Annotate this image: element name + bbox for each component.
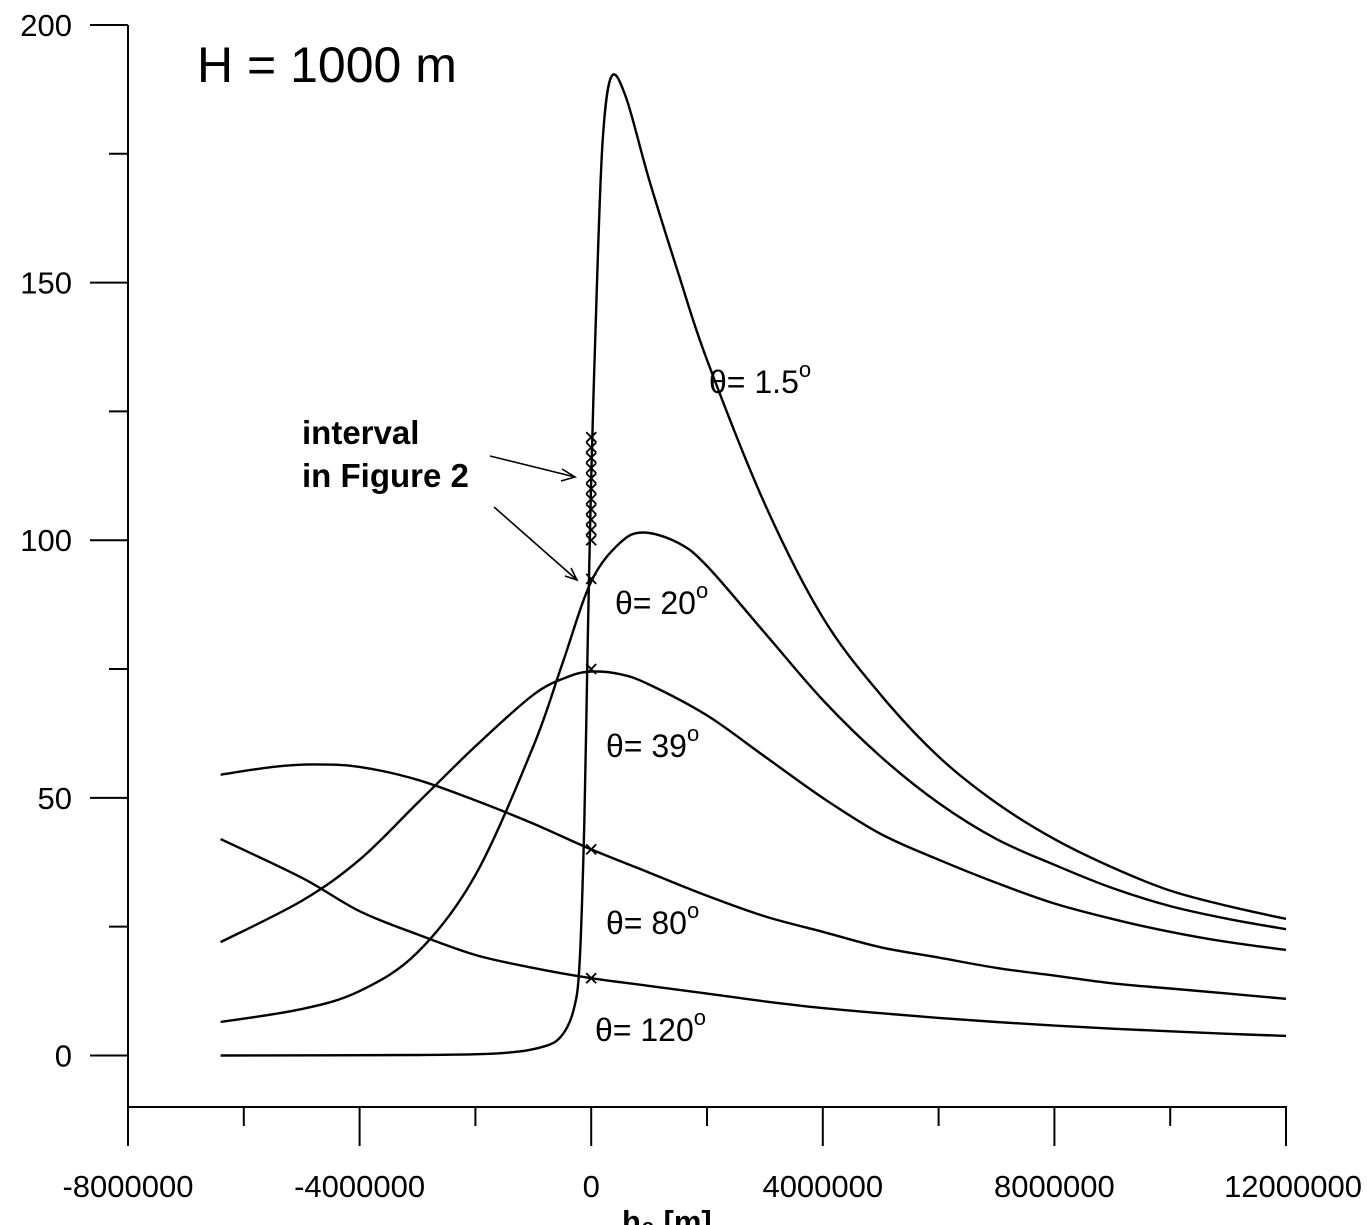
x-tick-label: -4000000 [294, 1169, 425, 1204]
x-marker-stroke [585, 441, 597, 454]
curve-labels: θ= 1.5o θ= 20o θ= 39o θ= 80o θ= 120o [595, 357, 811, 1048]
arrow-to-crossing [493, 506, 578, 581]
x-marker-stroke [585, 972, 597, 984]
y-tick-label: 200 [20, 8, 72, 43]
arrow-head-2 [564, 567, 579, 582]
x-marker [585, 534, 597, 546]
annotation-line-2: in Figure 2 [302, 457, 469, 494]
x-marker-stroke [585, 663, 597, 675]
x-marker [585, 573, 597, 585]
label-theta-20-text: θ= 20 [615, 585, 696, 621]
interval-annotation: interval in Figure 2 [302, 414, 579, 582]
y-tick-label: 150 [20, 266, 72, 301]
x-tick-label: 8000000 [994, 1169, 1115, 1204]
degree-mark: o [687, 898, 699, 923]
x-marker [585, 472, 597, 485]
x-tick-label: 12000000 [1224, 1169, 1362, 1204]
label-theta-120-text: θ= 120 [595, 1012, 694, 1048]
x-marker-stroke [585, 431, 597, 443]
x-marker [585, 972, 597, 984]
x-tick-label: 0 [583, 1169, 600, 1204]
x-axis-label: h₀ [m] [622, 1204, 712, 1225]
x-marker-stroke [585, 452, 597, 464]
label-theta-80-text: θ= 80 [606, 905, 687, 941]
y-tick-label: 50 [38, 781, 72, 816]
x-marker-stroke [585, 843, 597, 856]
crossing-markers [585, 431, 597, 984]
x-marker [585, 441, 597, 454]
label-theta-1.5: θ= 1.5o [709, 357, 811, 400]
degree-mark: o [694, 1005, 706, 1030]
x-marker-stroke [585, 462, 597, 474]
x-marker-stroke [585, 524, 597, 536]
x-marker-stroke [585, 503, 597, 515]
label-theta-20: θ= 20o [615, 578, 708, 621]
series-line-0 [220, 73, 1287, 1057]
degree-mark: o [696, 578, 708, 603]
arrow-to-interval [489, 455, 576, 478]
x-marker-stroke [585, 513, 597, 526]
x-marker [585, 524, 597, 536]
chart-title: H = 1000 m [197, 37, 457, 93]
x-marker [585, 462, 597, 474]
x-tick-label: -8000000 [62, 1169, 193, 1204]
x-marker [585, 513, 597, 526]
label-theta-80: θ= 80o [606, 898, 699, 941]
x-marker [585, 483, 597, 495]
y-ticks: 0 50 100 150 200 [20, 8, 128, 1073]
label-theta-120: θ= 120o [595, 1005, 706, 1048]
label-theta-39-text: θ= 39 [606, 728, 687, 764]
label-theta-1.5-text: θ= 1.5 [709, 364, 799, 400]
series-line-1 [220, 531, 1287, 1024]
x-marker-stroke [585, 483, 597, 495]
x-ticks: -8000000 -4000000 0 4000000 8000000 12000000 [62, 1107, 1362, 1204]
x-marker-stroke [585, 534, 597, 546]
degree-mark: o [687, 721, 699, 746]
x-marker [585, 493, 597, 505]
x-marker [585, 503, 597, 515]
label-theta-39: θ= 39o [606, 721, 699, 764]
x-marker [585, 663, 597, 675]
arrow-head-1 [560, 468, 577, 482]
x-marker [585, 452, 597, 464]
x-marker-stroke [585, 573, 597, 585]
series-line-2 [220, 670, 1287, 952]
x-marker-stroke [585, 493, 597, 505]
series-curves [220, 73, 1287, 1057]
x-marker [585, 843, 597, 856]
x-tick-label: 4000000 [762, 1169, 883, 1204]
degree-mark: o [799, 357, 811, 382]
axes: 0 50 100 150 200 -8000000 -4000000 0 4000000 800… [20, 8, 1362, 1204]
y-tick-label: 0 [55, 1038, 72, 1073]
y-tick-label: 100 [20, 523, 72, 558]
x-marker [585, 431, 597, 443]
series-line-3 [220, 763, 1287, 1000]
series-line-4 [220, 838, 1287, 1038]
x-marker-stroke [585, 472, 597, 485]
annotation-line-1: interval [302, 414, 419, 451]
